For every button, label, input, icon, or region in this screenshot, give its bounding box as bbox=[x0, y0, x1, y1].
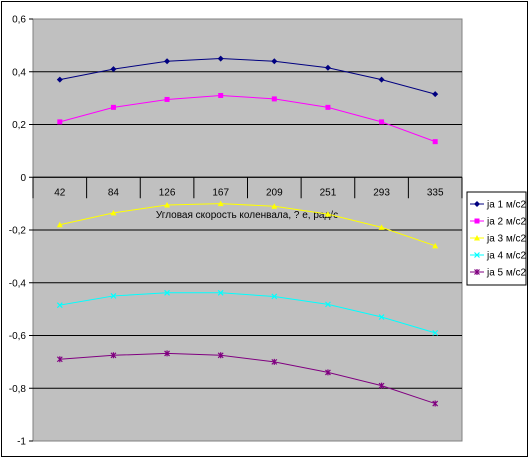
data-point bbox=[164, 96, 170, 102]
data-point bbox=[164, 58, 171, 65]
data-point bbox=[378, 314, 385, 320]
data-point bbox=[271, 203, 278, 209]
data-point bbox=[164, 289, 170, 296]
data-point bbox=[110, 352, 117, 359]
x-tick-label: 293 bbox=[373, 187, 390, 198]
data-point bbox=[217, 200, 224, 207]
data-point bbox=[217, 55, 224, 62]
legend-item: ja 5 м/с2 bbox=[470, 268, 527, 279]
series bbox=[56, 289, 439, 336]
y-axis-ticks: 0,6 0,4 0,2 0 -0,2 -0,4 -0,6 -0,8 -1 bbox=[9, 15, 33, 448]
data-point bbox=[432, 91, 439, 98]
series-line bbox=[59, 352, 436, 405]
legend: ja 1 м/с2 ja 2 м/с2 ja 3 м/с2 ja 4 м/с2 ja 5… bbox=[466, 191, 527, 286]
data-point bbox=[271, 58, 278, 65]
y-tick-label: 0 bbox=[20, 173, 26, 184]
data-point bbox=[217, 289, 224, 296]
legend-item: ja 1 м/с2 bbox=[470, 200, 527, 211]
series bbox=[56, 200, 439, 249]
y-tick-label: 0,6 bbox=[12, 15, 26, 26]
data-point bbox=[325, 104, 331, 110]
data-point bbox=[271, 358, 278, 365]
data-point bbox=[56, 356, 63, 363]
data-point bbox=[56, 76, 63, 83]
data-point bbox=[57, 119, 63, 125]
data-point bbox=[324, 64, 331, 71]
data-point bbox=[217, 352, 224, 359]
data-point bbox=[379, 119, 385, 125]
data-point bbox=[110, 66, 117, 73]
data-point bbox=[378, 382, 385, 389]
legend-label: ja 3 м/с2 bbox=[486, 234, 527, 245]
x-tick-label: 84 bbox=[108, 187, 120, 198]
legend-swatch-marker bbox=[474, 235, 480, 241]
x-tick-label: 126 bbox=[159, 187, 176, 198]
data-point bbox=[218, 92, 224, 98]
data-point bbox=[325, 301, 331, 308]
series-line bbox=[59, 203, 436, 247]
data-point bbox=[110, 209, 117, 216]
legend-label: ja 1 м/с2 bbox=[486, 200, 527, 211]
data-point bbox=[432, 139, 438, 145]
legend-label: ja 2 м/с2 bbox=[486, 217, 527, 228]
legend-label: ja 4 м/с2 bbox=[486, 251, 527, 262]
data-point bbox=[56, 221, 63, 228]
legend-item: ja 4 м/с2 bbox=[470, 251, 527, 262]
x-tick-label: 167 bbox=[212, 187, 229, 198]
data-point bbox=[432, 329, 439, 336]
x-tick-label: 209 bbox=[266, 187, 283, 198]
legend-swatch-marker bbox=[474, 252, 480, 258]
data-point bbox=[271, 293, 278, 300]
x-tick-label: 335 bbox=[427, 187, 444, 198]
data-point bbox=[271, 96, 277, 102]
data-point bbox=[110, 104, 116, 110]
y-tick-label: -0,8 bbox=[9, 384, 27, 395]
data-point bbox=[432, 400, 439, 407]
data-point bbox=[378, 224, 385, 230]
series bbox=[56, 55, 439, 98]
series bbox=[57, 92, 438, 145]
legend-label: ja 5 м/с2 bbox=[486, 268, 527, 279]
series-line bbox=[59, 292, 436, 334]
data-point bbox=[378, 76, 385, 83]
x-axis: 42 84 126 167 209 251 293 335 bbox=[32, 176, 463, 199]
x-axis-label: Угловая скорость коленвала, ? е, рад/с bbox=[156, 210, 338, 221]
y-tick-label: -0,6 bbox=[9, 331, 27, 342]
y-tick-label: 0,2 bbox=[12, 120, 26, 131]
legend-item: ja 2 м/с2 bbox=[470, 217, 527, 228]
y-tick-label: 0,4 bbox=[12, 67, 26, 78]
data-point bbox=[110, 293, 117, 299]
y-tick-label: -1 bbox=[17, 437, 26, 448]
data-point bbox=[164, 350, 170, 357]
legend-swatch-marker bbox=[474, 269, 480, 275]
series bbox=[56, 350, 439, 407]
series-group bbox=[56, 55, 439, 407]
data-point bbox=[432, 242, 439, 249]
series-line bbox=[59, 58, 436, 95]
y-tick-label: -0,2 bbox=[9, 226, 27, 237]
legend-item: ja 3 м/с2 bbox=[470, 234, 527, 245]
x-tick-label: 251 bbox=[320, 187, 337, 198]
y-tick-label: -0,4 bbox=[9, 278, 27, 289]
data-point bbox=[324, 211, 331, 217]
data-point bbox=[164, 201, 171, 208]
data-point bbox=[56, 302, 63, 309]
series-line bbox=[59, 94, 436, 143]
legend-swatch-marker bbox=[474, 201, 480, 207]
legend-swatch-marker bbox=[474, 218, 480, 224]
data-point bbox=[325, 369, 331, 376]
x-tick-label: 42 bbox=[54, 187, 66, 198]
